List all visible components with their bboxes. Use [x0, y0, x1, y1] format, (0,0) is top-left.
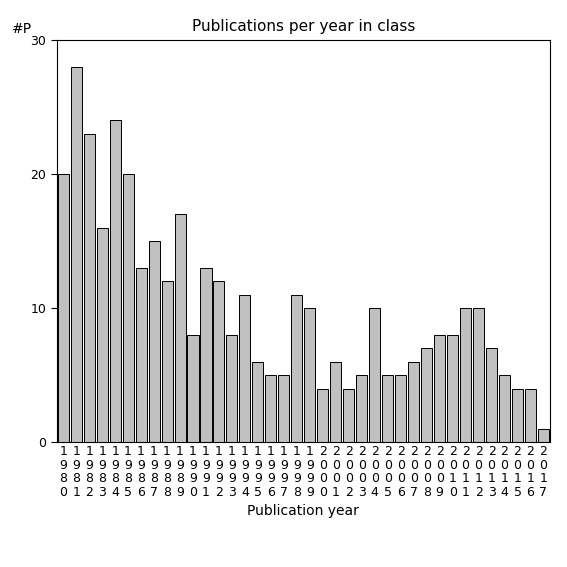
Bar	[213, 281, 225, 442]
Bar	[460, 308, 471, 442]
Bar	[58, 174, 69, 442]
Bar	[343, 388, 354, 442]
Bar	[538, 429, 549, 442]
Bar	[318, 388, 328, 442]
Bar	[265, 375, 276, 442]
Bar	[473, 308, 484, 442]
Bar	[96, 227, 108, 442]
Bar	[408, 362, 419, 442]
Bar	[252, 362, 264, 442]
Bar	[369, 308, 380, 442]
Bar	[512, 388, 523, 442]
Bar	[162, 281, 172, 442]
Bar	[201, 268, 211, 442]
Bar	[278, 375, 289, 442]
Bar	[304, 308, 315, 442]
Y-axis label: #P: #P	[12, 22, 32, 36]
Bar	[149, 241, 159, 442]
Bar	[421, 348, 432, 442]
Bar	[356, 375, 367, 442]
Bar	[486, 348, 497, 442]
Bar	[188, 335, 198, 442]
X-axis label: Publication year: Publication year	[247, 504, 359, 518]
Bar	[239, 295, 251, 442]
Bar	[175, 214, 185, 442]
Bar	[109, 120, 121, 442]
Bar	[71, 66, 82, 442]
Bar	[226, 335, 238, 442]
Bar	[331, 362, 341, 442]
Bar	[122, 174, 134, 442]
Bar	[434, 335, 445, 442]
Bar	[395, 375, 406, 442]
Bar	[291, 295, 302, 442]
Title: Publications per year in class: Publications per year in class	[192, 19, 415, 35]
Bar	[382, 375, 393, 442]
Bar	[525, 388, 536, 442]
Bar	[447, 335, 458, 442]
Bar	[499, 375, 510, 442]
Bar	[136, 268, 147, 442]
Bar	[84, 134, 95, 442]
